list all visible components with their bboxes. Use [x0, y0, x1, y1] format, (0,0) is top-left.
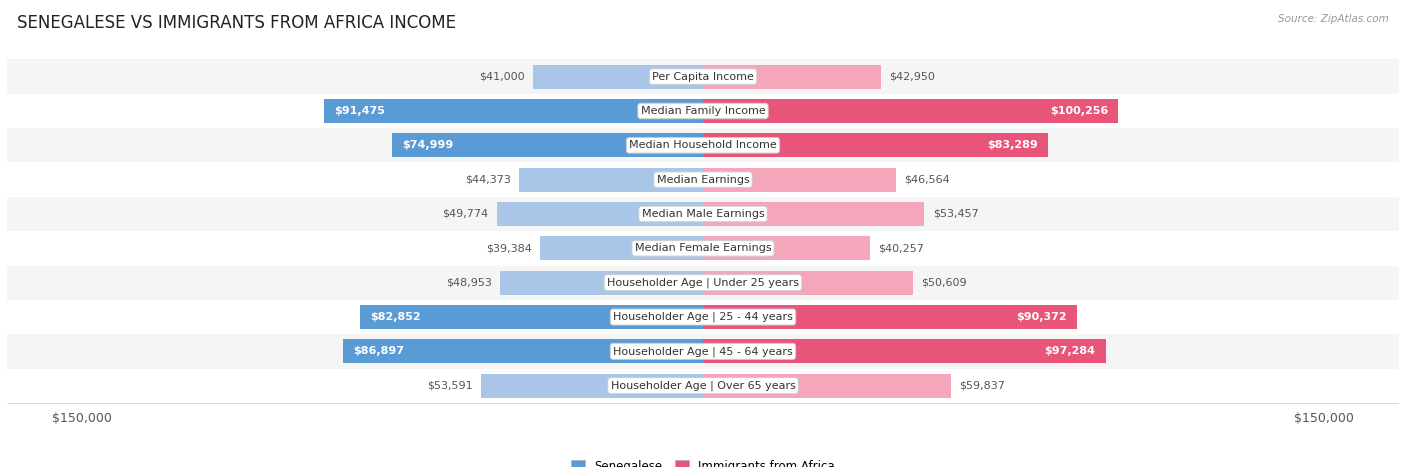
Text: $53,591: $53,591	[427, 381, 472, 391]
Text: $86,897: $86,897	[353, 347, 405, 356]
Bar	[703, 271, 912, 295]
Bar	[703, 64, 882, 89]
Text: Median Household Income: Median Household Income	[628, 140, 778, 150]
Text: $48,953: $48,953	[446, 278, 492, 288]
Text: SENEGALESE VS IMMIGRANTS FROM AFRICA INCOME: SENEGALESE VS IMMIGRANTS FROM AFRICA INC…	[17, 14, 456, 32]
Bar	[7, 368, 1399, 403]
Text: $39,384: $39,384	[485, 243, 531, 253]
Bar	[323, 99, 703, 123]
Text: $83,289: $83,289	[987, 140, 1038, 150]
Text: $97,284: $97,284	[1045, 347, 1095, 356]
Bar	[496, 202, 703, 226]
Text: $50,609: $50,609	[921, 278, 966, 288]
Bar	[360, 305, 703, 329]
Bar	[703, 305, 1077, 329]
Bar	[481, 374, 703, 398]
Bar	[343, 340, 703, 363]
Bar	[501, 271, 703, 295]
Bar	[703, 99, 1118, 123]
Text: Householder Age | Under 25 years: Householder Age | Under 25 years	[607, 277, 799, 288]
Text: $53,457: $53,457	[932, 209, 979, 219]
Bar	[703, 168, 896, 191]
Text: Median Female Earnings: Median Female Earnings	[634, 243, 772, 253]
Text: $90,372: $90,372	[1017, 312, 1067, 322]
Bar	[703, 340, 1107, 363]
Bar	[392, 133, 703, 157]
Bar	[703, 133, 1047, 157]
Text: $74,999: $74,999	[402, 140, 454, 150]
Text: $40,257: $40,257	[879, 243, 924, 253]
Bar	[7, 94, 1399, 128]
Bar	[7, 300, 1399, 334]
Bar	[7, 59, 1399, 94]
Text: Householder Age | 45 - 64 years: Householder Age | 45 - 64 years	[613, 346, 793, 357]
Bar	[703, 202, 925, 226]
Bar	[7, 334, 1399, 368]
Bar	[7, 197, 1399, 231]
Text: $82,852: $82,852	[370, 312, 420, 322]
Bar	[540, 236, 703, 260]
Legend: Senegalese, Immigrants from Africa: Senegalese, Immigrants from Africa	[567, 455, 839, 467]
Text: Per Capita Income: Per Capita Income	[652, 71, 754, 82]
Bar	[533, 64, 703, 89]
Bar	[7, 231, 1399, 266]
Text: Householder Age | Over 65 years: Householder Age | Over 65 years	[610, 381, 796, 391]
Bar	[519, 168, 703, 191]
Bar	[7, 163, 1399, 197]
Text: $49,774: $49,774	[443, 209, 488, 219]
Text: $100,256: $100,256	[1050, 106, 1108, 116]
Text: Median Family Income: Median Family Income	[641, 106, 765, 116]
Text: Median Male Earnings: Median Male Earnings	[641, 209, 765, 219]
Bar	[703, 236, 870, 260]
Text: $44,373: $44,373	[465, 175, 510, 184]
Text: $46,564: $46,564	[904, 175, 950, 184]
Bar	[703, 374, 950, 398]
Text: $42,950: $42,950	[889, 71, 935, 82]
Text: $41,000: $41,000	[479, 71, 524, 82]
Text: Median Earnings: Median Earnings	[657, 175, 749, 184]
Bar	[7, 266, 1399, 300]
Text: $59,837: $59,837	[959, 381, 1005, 391]
Text: Source: ZipAtlas.com: Source: ZipAtlas.com	[1278, 14, 1389, 24]
Text: $91,475: $91,475	[335, 106, 385, 116]
Bar	[7, 128, 1399, 163]
Text: Householder Age | 25 - 44 years: Householder Age | 25 - 44 years	[613, 312, 793, 322]
